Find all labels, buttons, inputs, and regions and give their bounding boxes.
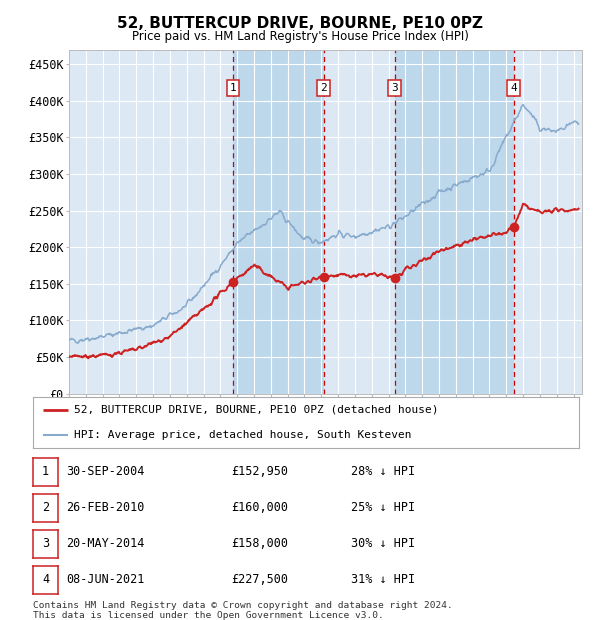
Text: 52, BUTTERCUP DRIVE, BOURNE, PE10 0PZ: 52, BUTTERCUP DRIVE, BOURNE, PE10 0PZ <box>117 16 483 31</box>
Text: 28% ↓ HPI: 28% ↓ HPI <box>351 466 415 478</box>
Text: 31% ↓ HPI: 31% ↓ HPI <box>351 574 415 586</box>
Text: 3: 3 <box>42 538 49 550</box>
Text: 26-FEB-2010: 26-FEB-2010 <box>66 502 145 514</box>
Text: £152,950: £152,950 <box>231 466 288 478</box>
Text: 2: 2 <box>42 502 49 514</box>
Text: 2: 2 <box>320 82 327 92</box>
Text: Contains HM Land Registry data © Crown copyright and database right 2024.
This d: Contains HM Land Registry data © Crown c… <box>33 601 453 620</box>
Text: 1: 1 <box>42 466 49 478</box>
Text: 08-JUN-2021: 08-JUN-2021 <box>66 574 145 586</box>
Text: Price paid vs. HM Land Registry's House Price Index (HPI): Price paid vs. HM Land Registry's House … <box>131 30 469 43</box>
Bar <box>395 50 514 394</box>
Text: 4: 4 <box>42 574 49 586</box>
Text: £227,500: £227,500 <box>231 574 288 586</box>
Text: 3: 3 <box>392 82 398 92</box>
Text: £158,000: £158,000 <box>231 538 288 550</box>
Text: 30% ↓ HPI: 30% ↓ HPI <box>351 538 415 550</box>
Text: 1: 1 <box>230 82 236 92</box>
Text: 52, BUTTERCUP DRIVE, BOURNE, PE10 0PZ (detached house): 52, BUTTERCUP DRIVE, BOURNE, PE10 0PZ (d… <box>74 404 439 415</box>
Text: £160,000: £160,000 <box>231 502 288 514</box>
Text: 20-MAY-2014: 20-MAY-2014 <box>66 538 145 550</box>
Text: HPI: Average price, detached house, South Kesteven: HPI: Average price, detached house, Sout… <box>74 430 412 440</box>
Text: 25% ↓ HPI: 25% ↓ HPI <box>351 502 415 514</box>
Text: 30-SEP-2004: 30-SEP-2004 <box>66 466 145 478</box>
Text: 4: 4 <box>511 82 517 92</box>
Bar <box>233 50 324 394</box>
